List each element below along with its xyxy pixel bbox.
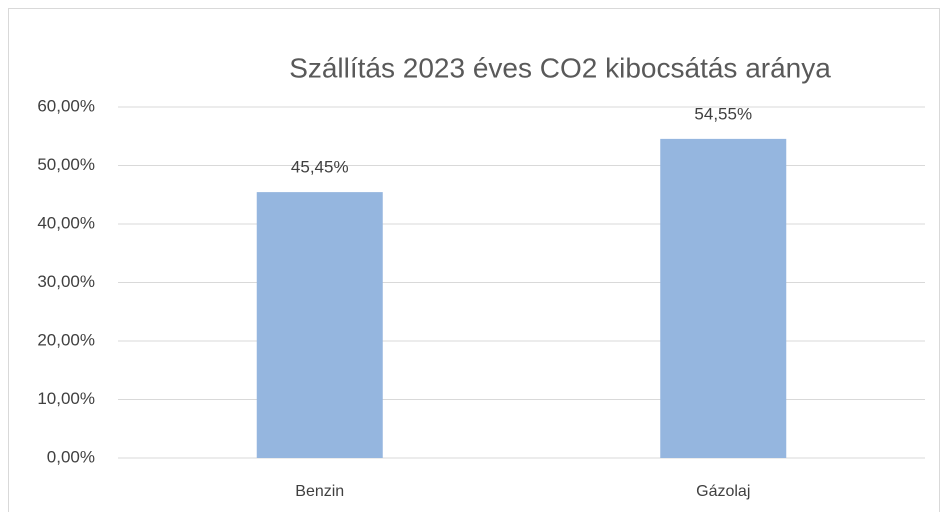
bar <box>660 138 787 458</box>
chart-border <box>8 8 940 512</box>
value-label: 45,45% <box>291 158 349 177</box>
bar <box>256 192 383 458</box>
x-tick-label: Gázolaj <box>696 483 750 500</box>
value-label: 54,55% <box>694 104 752 123</box>
y-tick-label: 60,00% <box>37 96 95 115</box>
y-tick-label: 40,00% <box>37 213 95 232</box>
y-tick-label: 30,00% <box>37 272 95 291</box>
y-tick-label: 50,00% <box>37 155 95 174</box>
x-tick-label: Benzin <box>295 483 344 500</box>
y-tick-label: 20,00% <box>37 330 95 349</box>
y-tick-label: 10,00% <box>37 389 95 408</box>
chart-title: Szállítás 2023 éves CO2 kibocsátás arány… <box>289 52 831 83</box>
y-tick-label: 0,00% <box>47 447 95 466</box>
